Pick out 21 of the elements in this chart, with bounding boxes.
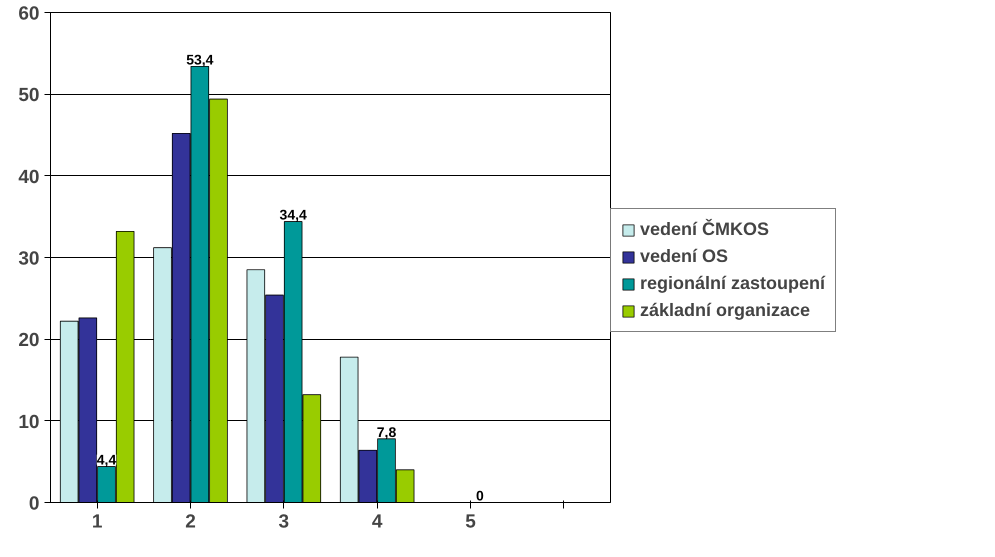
y-tick-label: 0 bbox=[28, 494, 40, 514]
data-label: 0 bbox=[476, 488, 484, 504]
legend-label: základní organizace bbox=[640, 300, 810, 321]
data-label: 53,4 bbox=[186, 51, 214, 68]
x-tick-label: 3 bbox=[278, 512, 290, 532]
y-tick-label: 50 bbox=[18, 85, 40, 106]
x-tick-label: 4 bbox=[372, 512, 383, 532]
legend-label: vedení ČMKOS bbox=[640, 219, 770, 240]
data-label: 7,8 bbox=[376, 424, 396, 440]
x-tick-label: 1 bbox=[92, 512, 103, 532]
data-label: 4,4 bbox=[96, 452, 116, 468]
y-tick-label: 30 bbox=[18, 248, 40, 270]
data-label: 34,4 bbox=[280, 206, 308, 223]
y-tick-label: 20 bbox=[18, 330, 40, 352]
y-tick-label: 60 bbox=[18, 4, 40, 24]
legend-label: regionální zastoupení bbox=[640, 273, 826, 294]
y-tick-label: 40 bbox=[18, 166, 40, 188]
x-tick-label: 2 bbox=[185, 512, 196, 532]
legend-label: vedení OS bbox=[640, 246, 728, 267]
y-tick-label: 10 bbox=[18, 412, 40, 433]
x-tick-label: 5 bbox=[465, 512, 476, 532]
